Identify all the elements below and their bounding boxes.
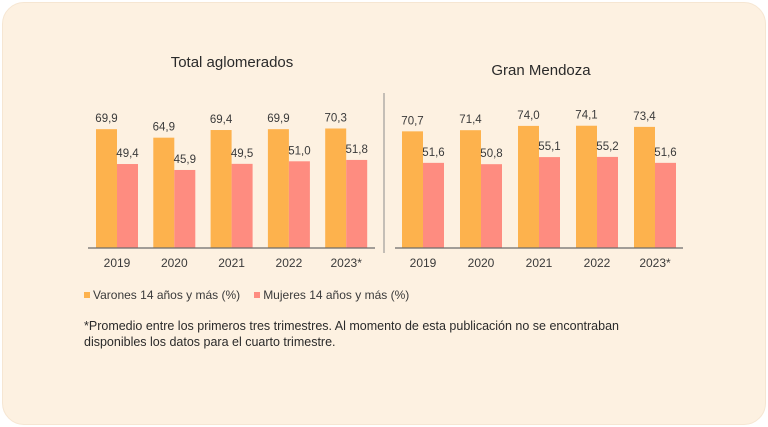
bar-varones — [267, 129, 289, 248]
bar-mujeres — [539, 157, 560, 248]
x-tick-label: 2021 — [218, 256, 245, 270]
x-tick-label: 2023* — [639, 256, 671, 270]
chart-title: Total aglomerados — [171, 54, 294, 71]
data-label: 51,6 — [422, 147, 444, 159]
legend-item-mujeres: Mujeres 14 años y más (%) — [254, 288, 409, 302]
bar-mujeres — [423, 162, 444, 248]
legend: Varones 14 años y más (%) Mujeres 14 año… — [84, 288, 409, 302]
data-label: 70,3 — [325, 112, 347, 124]
bar-mujeres — [346, 159, 368, 248]
x-tick-label: 2019 — [410, 256, 437, 270]
data-label: 71,4 — [459, 114, 482, 126]
bar-mujeres — [481, 164, 502, 248]
bar-varones — [210, 130, 232, 248]
x-tick-label: 2020 — [161, 256, 188, 270]
data-label: 55,2 — [596, 141, 618, 153]
bar-varones — [460, 130, 481, 248]
x-tick-label: 2023* — [331, 256, 363, 270]
legend-label-varones: Varones 14 años y más (%) — [93, 288, 241, 302]
data-label: 45,9 — [174, 154, 196, 166]
bar-mujeres — [117, 164, 138, 248]
data-label: 50,8 — [480, 148, 502, 160]
x-tick-label: 2020 — [468, 256, 495, 270]
data-label: 74,0 — [517, 110, 539, 122]
bar-varones — [402, 131, 423, 248]
bar-varones — [153, 137, 175, 248]
data-label: 73,4 — [633, 111, 656, 123]
data-label: 69,4 — [210, 114, 233, 126]
data-label: 69,9 — [267, 113, 289, 125]
bar-mujeres — [174, 169, 196, 248]
data-label: 51,6 — [654, 147, 676, 159]
bar-mujeres — [655, 162, 676, 248]
bar-varones — [634, 126, 655, 248]
bar-mujeres — [231, 163, 253, 248]
data-label: 51,8 — [346, 144, 368, 156]
bar-mujeres — [597, 156, 618, 248]
footnote: *Promedio entre los primeros tres trimes… — [84, 319, 619, 349]
data-label: 69,9 — [95, 113, 117, 125]
legend-label-mujeres: Mujeres 14 años y más (%) — [263, 288, 410, 302]
bar-varones — [325, 128, 347, 248]
legend-swatch-varones — [84, 292, 90, 298]
legend-item-varones: Varones 14 años y más (%) — [84, 288, 240, 302]
bar-varones — [576, 125, 597, 248]
bar-mujeres — [288, 161, 310, 248]
x-tick-label: 2019 — [104, 256, 131, 270]
data-label: 64,9 — [153, 122, 175, 134]
bar-varones — [518, 125, 539, 248]
data-label: 74,1 — [575, 110, 597, 122]
chart-title: Gran Mendoza — [491, 62, 591, 79]
data-label: 55,1 — [538, 141, 560, 153]
legend-swatch-mujeres — [254, 292, 261, 298]
x-tick-label: 2022 — [584, 256, 611, 270]
data-label: 51,0 — [288, 145, 310, 157]
data-label: 49,4 — [116, 148, 139, 160]
data-label: 70,7 — [401, 115, 423, 127]
x-tick-label: 2021 — [526, 256, 553, 270]
bar-varones — [96, 129, 117, 248]
x-tick-label: 2022 — [276, 256, 303, 270]
data-label: 49,5 — [231, 148, 253, 160]
